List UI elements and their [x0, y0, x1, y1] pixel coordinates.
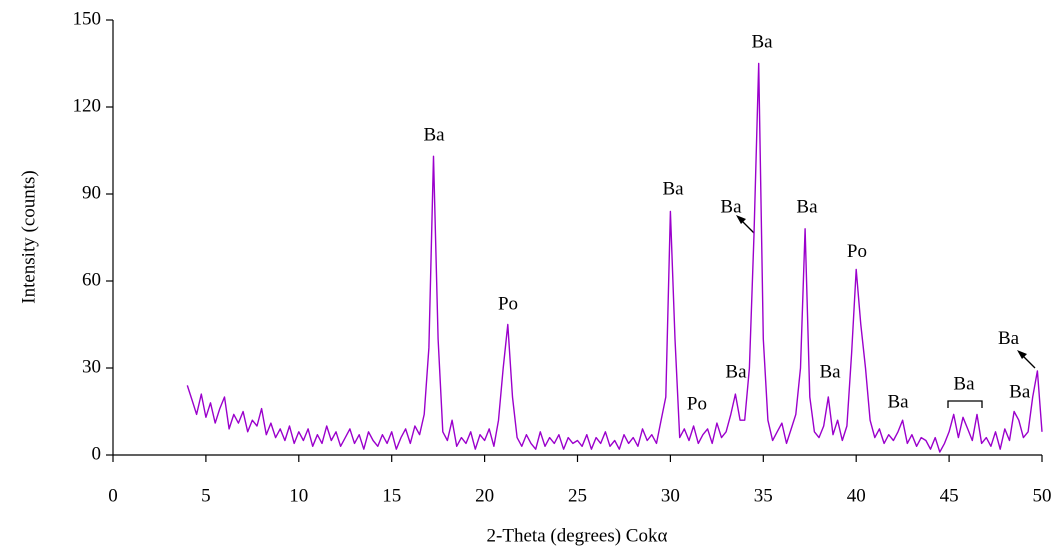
y-axis-label: Intensity (counts) [18, 170, 39, 304]
x-tick-label: 5 [201, 485, 211, 506]
x-tick-label: 40 [847, 485, 866, 506]
annotation: Po [498, 293, 518, 314]
annotation: Ba [796, 196, 818, 217]
x-tick-label: 15 [382, 485, 401, 506]
x-tick-label: 35 [754, 485, 773, 506]
annotation: Ba [720, 196, 742, 217]
annotation-arrows [736, 215, 1036, 408]
annotation: Ba [953, 373, 975, 394]
annotation: Ba [1009, 381, 1031, 402]
annotation: Ba [725, 361, 747, 382]
annotation: Ba [819, 361, 841, 382]
y-tick-label: 120 [73, 95, 102, 116]
y-tick-label: 60 [82, 269, 101, 290]
y-tick-label: 30 [82, 356, 101, 377]
y-tick-label: 0 [92, 443, 102, 464]
x-tick-label: 50 [1033, 485, 1052, 506]
x-tick-label: 25 [568, 485, 587, 506]
annotation: Ba [998, 328, 1020, 349]
x-tick-label: 45 [940, 485, 959, 506]
x-axis-label: 2-Theta (degrees) Cokα [487, 525, 668, 546]
annotation: Ba [662, 178, 684, 199]
x-tick-label: 30 [661, 485, 680, 506]
annotation: Po [847, 241, 867, 262]
annotation: Ba [887, 391, 909, 412]
x-tick-label: 20 [475, 485, 494, 506]
annotation: Ba [751, 32, 773, 53]
annotation: Ba [424, 124, 446, 145]
x-tick-label: 10 [289, 485, 308, 506]
y-tick-label: 90 [82, 182, 101, 203]
y-tick-label: 150 [73, 8, 102, 29]
annotation: Po [687, 393, 707, 414]
data-line [186, 62, 1043, 453]
x-tick-label: 0 [108, 485, 118, 506]
